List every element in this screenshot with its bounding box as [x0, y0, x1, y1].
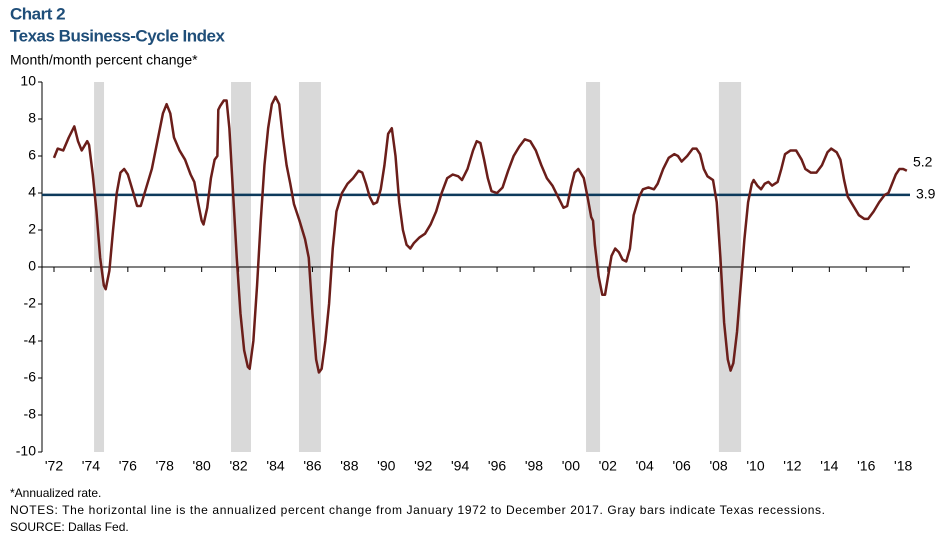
x-tick-label: '72 — [45, 458, 63, 474]
x-tick-label: '00 — [562, 458, 580, 474]
y-tick-label: -6 — [24, 369, 37, 385]
x-tick-label: '90 — [377, 458, 395, 474]
y-tick-label: 10 — [20, 73, 36, 89]
y-tick-label: 8 — [28, 110, 36, 126]
y-tick-label: 0 — [28, 258, 36, 274]
x-tick-label: '96 — [488, 458, 506, 474]
y-tick-label: 6 — [28, 147, 36, 163]
y-axis-label: Month/month percent change* — [10, 52, 198, 68]
x-tick-label: '12 — [783, 458, 801, 474]
x-tick-label: '02 — [599, 458, 617, 474]
y-tick-label: -2 — [24, 295, 37, 311]
end-value-label: 5.2 — [913, 154, 933, 170]
x-tick-label: '94 — [451, 458, 469, 474]
note: NOTES: The horizontal line is the annual… — [10, 503, 825, 517]
chart-subtitle: Texas Business-Cycle Index — [10, 26, 225, 45]
x-tick-label: '08 — [709, 458, 727, 474]
x-tick-label: '06 — [673, 458, 691, 474]
x-tick-label: '16 — [857, 458, 875, 474]
note: SOURCE: Dallas Fed. — [10, 520, 129, 534]
x-tick-label: '18 — [894, 458, 912, 474]
x-tick-label: '04 — [636, 458, 654, 474]
x-tick-label: '92 — [414, 458, 432, 474]
note: *Annualized rate. — [10, 486, 101, 500]
x-tick-label: '88 — [340, 458, 358, 474]
x-tick-label: '10 — [746, 458, 764, 474]
y-tick-label: 4 — [28, 184, 36, 200]
x-tick-label: '86 — [303, 458, 321, 474]
chart-title: Chart 2 — [10, 4, 65, 23]
x-tick-label: '76 — [119, 458, 137, 474]
y-tick-label: -8 — [24, 406, 37, 422]
reference-label: 3.9 — [916, 186, 936, 202]
x-tick-label: '98 — [525, 458, 543, 474]
x-tick-label: '14 — [820, 458, 838, 474]
x-tick-label: '80 — [193, 458, 211, 474]
y-tick-label: -10 — [16, 443, 36, 459]
y-tick-label: 2 — [28, 221, 36, 237]
x-tick-label: '78 — [156, 458, 174, 474]
x-tick-label: '82 — [229, 458, 247, 474]
x-tick-label: '84 — [266, 458, 284, 474]
series-line — [52, 95, 908, 374]
y-tick-label: -4 — [24, 332, 37, 348]
x-tick-label: '74 — [82, 458, 100, 474]
